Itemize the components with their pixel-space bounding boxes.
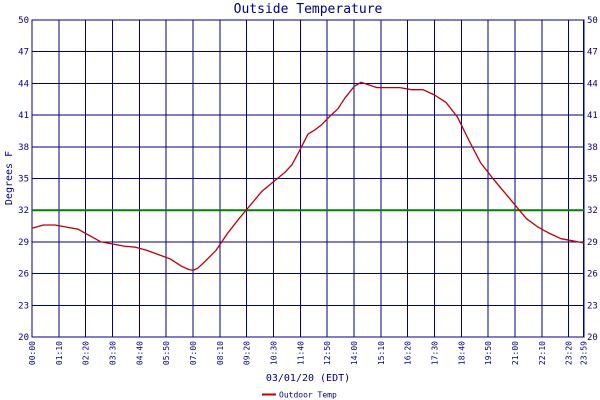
x-axis-ticks: 00:00 01:10 02:20 03:30 04:40 05:50 07:00 08:10… bbox=[28, 341, 589, 365]
y-tick-label-right: 29 bbox=[587, 238, 598, 248]
legend: Outdoor Temp bbox=[262, 391, 337, 400]
plot-frame bbox=[31, 19, 585, 338]
y-tick-label-right: 44 bbox=[587, 79, 598, 89]
x-tick-label: 01:10 bbox=[55, 341, 64, 365]
x-tick-label: 17:30 bbox=[431, 341, 440, 365]
y-tick-label-left: 47 bbox=[18, 48, 29, 58]
grid bbox=[31, 19, 585, 338]
x-tick-label: 14:00 bbox=[350, 341, 359, 365]
y-tick-label-left: 23 bbox=[18, 301, 29, 311]
x-tick-label: 09:20 bbox=[243, 341, 252, 365]
x-tick-label: 19:50 bbox=[484, 341, 493, 365]
y-tick-label-left: 41 bbox=[18, 111, 29, 121]
x-tick-label: 08:10 bbox=[216, 341, 225, 365]
x-tick-label: 02:20 bbox=[82, 341, 91, 365]
x-tick-label: 21:00 bbox=[511, 341, 520, 365]
y-tick-label-right: 41 bbox=[587, 111, 598, 121]
y-tick-label-left: 32 bbox=[18, 206, 29, 216]
x-axis-label: 03/01/20 (EDT) bbox=[266, 373, 350, 384]
y-tick-label-right: 35 bbox=[587, 175, 598, 185]
y-tick-label-left: 26 bbox=[18, 270, 29, 280]
y-axis-ticks: 20 20 23 23 26 26 29 29 32 32 35 35 38 38 41 41 44 44 47 47… bbox=[18, 16, 598, 343]
x-tick-label: 11:40 bbox=[296, 341, 305, 365]
y-tick-label-right: 50 bbox=[587, 16, 598, 26]
x-tick-label: 23:59 bbox=[580, 341, 589, 365]
y-tick-label-right: 23 bbox=[587, 301, 598, 311]
y-tick-label-left: 20 bbox=[18, 333, 29, 343]
series-layer bbox=[31, 81, 585, 272]
x-tick-label: 05:50 bbox=[162, 341, 171, 365]
legend-label: Outdoor Temp bbox=[279, 391, 337, 400]
y-tick-label-right: 47 bbox=[587, 48, 598, 58]
x-tick-label: 15:10 bbox=[377, 341, 386, 365]
x-tick-label: 18:40 bbox=[457, 341, 466, 365]
x-tick-label: 12:50 bbox=[323, 341, 332, 365]
y-tick-label-left: 44 bbox=[18, 79, 29, 89]
series-line-outdoor-temp bbox=[31, 81, 585, 272]
y-tick-label-right: 32 bbox=[587, 206, 598, 216]
y-tick-label-left: 38 bbox=[18, 143, 29, 153]
y-axis-label: Degrees F bbox=[4, 151, 15, 205]
x-tick-label: 22:10 bbox=[538, 341, 547, 365]
x-tick-label: 04:40 bbox=[135, 341, 144, 365]
x-tick-label: 23:20 bbox=[565, 341, 574, 365]
chart-title: Outside Temperature bbox=[234, 2, 383, 17]
x-tick-label: 10:30 bbox=[270, 341, 279, 365]
x-tick-label: 16:20 bbox=[404, 341, 413, 365]
y-tick-label-left: 35 bbox=[18, 175, 29, 185]
y-tick-label-left: 29 bbox=[18, 238, 29, 248]
x-tick-label: 03:30 bbox=[109, 341, 118, 365]
x-tick-label: 07:00 bbox=[189, 341, 198, 365]
y-tick-label-right: 38 bbox=[587, 143, 598, 153]
y-tick-label-left: 50 bbox=[18, 16, 29, 26]
y-tick-label-right: 20 bbox=[587, 333, 598, 343]
y-tick-label-right: 26 bbox=[587, 270, 598, 280]
x-tick-label: 00:00 bbox=[28, 341, 37, 365]
